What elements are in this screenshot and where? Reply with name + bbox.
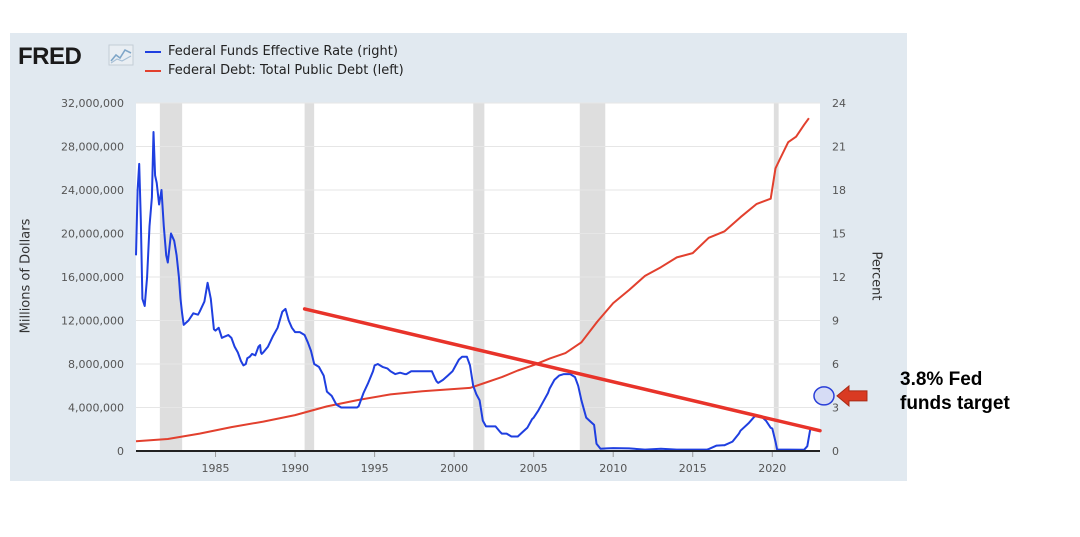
y-right-tick-label: 12 <box>832 271 846 284</box>
y-axis-right-label: Percent <box>868 251 884 301</box>
legend-swatch-debt <box>145 69 161 72</box>
y-axis-left-label: Millions of Dollars <box>18 218 34 334</box>
y-left-tick-label: 16,000,000 <box>61 271 124 284</box>
y-left-tick-label: 4,000,000 <box>68 402 124 415</box>
x-tick-label: 2010 <box>599 462 627 475</box>
series-line-fed-funds-rate <box>135 131 812 451</box>
fred-logo: FRED <box>18 43 82 70</box>
fred-graph-icon <box>108 44 134 66</box>
x-tick-label: 2005 <box>520 462 548 475</box>
x-tick-label: 1995 <box>361 462 389 475</box>
y-right-tick-label: 0 <box>832 445 839 458</box>
x-tick-label: 2000 <box>440 462 468 475</box>
x-tick-label: 1985 <box>202 462 230 475</box>
y-right-tick-label: 9 <box>832 315 839 328</box>
trend-line-annotation <box>302 307 822 433</box>
x-tick-label: 2015 <box>679 462 707 475</box>
chart-panel: 0 4,000,000 8,000,000 12,000,000 16,000,000 2… <box>10 33 907 481</box>
y-left-tick-label: 8,000,000 <box>68 358 124 371</box>
y-right-tick-label: 15 <box>832 228 846 241</box>
y-left-tick-label: 24,000,000 <box>61 184 124 197</box>
target-arrow-icon <box>836 384 868 407</box>
y-right-tick-label: 24 <box>832 97 846 110</box>
fed-target-annotation: 3.8% Fed funds target <box>900 368 1010 416</box>
legend-label-debt: Federal Debt: Total Public Debt (left) <box>168 63 404 78</box>
chart-legend: Federal Funds Effective Rate (right) Fed… <box>145 42 404 80</box>
series-line-federal-debt <box>135 117 810 443</box>
x-tick-label: 2020 <box>758 462 786 475</box>
y-right-tick-label: 3 <box>832 402 839 415</box>
target-marker-circle <box>813 386 835 406</box>
legend-item-debt[interactable]: Federal Debt: Total Public Debt (left) <box>145 61 404 80</box>
y-right-tick-label: 21 <box>832 141 846 154</box>
x-tick-label: 1990 <box>281 462 309 475</box>
legend-item-fedfunds[interactable]: Federal Funds Effective Rate (right) <box>145 42 404 61</box>
y-left-tick-label: 0 <box>117 445 124 458</box>
annotation-line-1: 3.8% Fed <box>900 369 983 390</box>
y-left-tick-label: 28,000,000 <box>61 141 124 154</box>
legend-swatch-fedfunds <box>145 50 161 53</box>
y-left-tick-label: 32,000,000 <box>61 97 124 110</box>
chart-svg: 0 4,000,000 8,000,000 12,000,000 16,000,000 2… <box>61 97 868 475</box>
legend-label-fedfunds: Federal Funds Effective Rate (right) <box>168 44 398 59</box>
y-right-tick-label: 18 <box>832 184 846 197</box>
annotation-line-2: funds target <box>900 393 1010 414</box>
y-left-tick-label: 20,000,000 <box>61 228 124 241</box>
y-right-tick-label: 6 <box>832 358 839 371</box>
y-left-tick-label: 12,000,000 <box>61 315 124 328</box>
